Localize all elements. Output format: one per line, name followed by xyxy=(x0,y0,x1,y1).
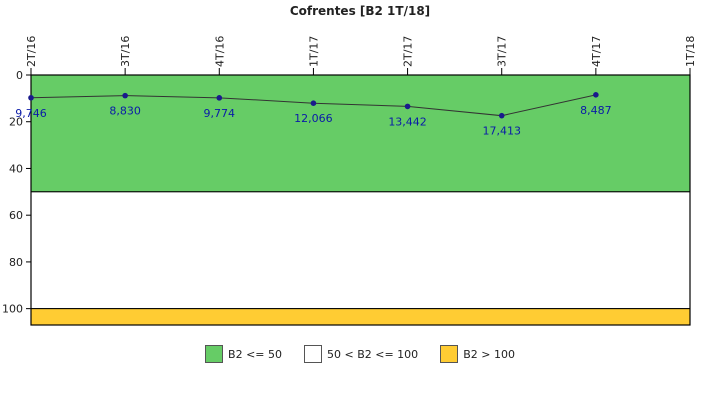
data-point-1 xyxy=(122,92,128,99)
legend-label-mid: 50 < B2 <= 100 xyxy=(327,347,419,361)
data-label-4: 13,442 xyxy=(388,115,427,128)
data-label-3: 12,066 xyxy=(294,112,333,125)
y-tick-label-5: 100 xyxy=(2,303,23,316)
x-tick-label-4: 2T/17 xyxy=(402,36,415,67)
data-label-1: 8,830 xyxy=(109,105,141,118)
legend-swatch-low xyxy=(205,345,224,363)
data-point-2 xyxy=(216,95,223,101)
data-label-0: 9,746 xyxy=(15,107,47,120)
chart-title: Cofrentes [B2 1T/18] xyxy=(289,4,431,18)
legend: B2 <= 50 50 < B2 <= 100 B2 > 100 xyxy=(0,345,720,363)
data-label-6: 8,487 xyxy=(580,104,612,117)
data-point-0 xyxy=(28,94,34,101)
x-tick-label-1: 3T/16 xyxy=(119,36,132,67)
legend-swatch-high xyxy=(440,345,459,363)
legend-label-low: B2 <= 50 xyxy=(228,347,282,361)
legend-item-low: B2 <= 50 xyxy=(205,345,282,363)
band-2 xyxy=(30,308,691,326)
data-point-4 xyxy=(404,103,411,110)
x-tick-label-5: 3T/17 xyxy=(496,36,509,67)
chart-svg: 2T/16 3T/16 4T/16 1T/17 2T/17 3T/17 4T/17 1T/18… xyxy=(2,36,697,326)
data-label-2: 9,774 xyxy=(204,107,236,120)
data-point-5 xyxy=(498,112,505,119)
x-tick-label-7: 1T/18 xyxy=(684,36,697,67)
legend-swatch-mid xyxy=(304,345,322,363)
legend-item-high: B2 > 100 xyxy=(440,345,515,363)
y-tick-label-2: 40 xyxy=(9,162,23,175)
band-1 xyxy=(30,191,691,310)
x-tick-label-2: 4T/16 xyxy=(213,36,226,67)
legend-label-high: B2 > 100 xyxy=(463,347,515,361)
y-tick-label-3: 60 xyxy=(9,209,23,222)
y-tick-label-4: 80 xyxy=(9,256,23,269)
plot-frame xyxy=(30,74,691,326)
data-label-5: 17,413 xyxy=(482,125,521,138)
y-tick-label-1: 20 xyxy=(9,116,23,129)
x-tick-label-3: 1T/17 xyxy=(307,36,320,67)
y-tick-label-0: 0 xyxy=(16,69,23,82)
band-0 xyxy=(30,74,691,193)
x-tick-label-0: 2T/16 xyxy=(25,36,38,67)
data-point-6 xyxy=(593,92,599,98)
legend-item-mid: 50 < B2 <= 100 xyxy=(304,345,418,363)
x-tick-label-6: 4T/17 xyxy=(590,36,603,67)
data-point-3 xyxy=(310,100,317,106)
